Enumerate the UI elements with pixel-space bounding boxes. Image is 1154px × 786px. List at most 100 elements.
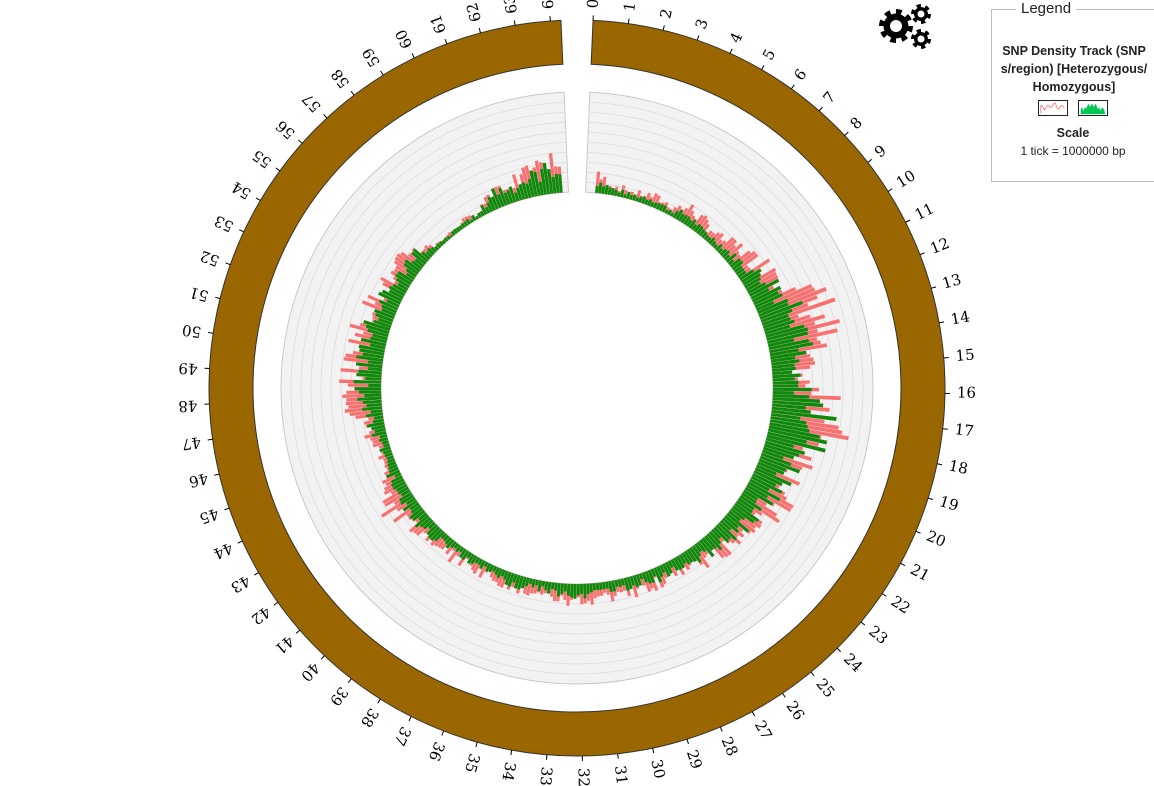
homozygous-bar[interactable]: [367, 328, 389, 338]
homozygous-bar[interactable]: [460, 222, 466, 229]
homozygous-bar[interactable]: [502, 570, 509, 580]
homozygous-bar[interactable]: [747, 481, 781, 502]
homozygous-bars[interactable]: [353, 162, 837, 599]
homozygous-bar[interactable]: [386, 458, 395, 464]
homozygous-bar[interactable]: [746, 281, 761, 292]
homozygous-bar[interactable]: [689, 547, 702, 563]
homozygous-bar[interactable]: [750, 288, 770, 300]
homozygous-bar[interactable]: [496, 568, 503, 579]
homozygous-bar[interactable]: [681, 552, 691, 565]
homozygous-bar[interactable]: [566, 583, 571, 596]
homozygous-bar[interactable]: [402, 499, 418, 512]
homozygous-bar[interactable]: [381, 440, 389, 445]
homozygous-bar[interactable]: [369, 343, 386, 350]
homozygous-bar[interactable]: [772, 387, 812, 392]
homozygous-bar[interactable]: [659, 564, 666, 574]
homozygous-bar[interactable]: [484, 206, 491, 214]
homozygous-bar[interactable]: [650, 201, 655, 208]
homozygous-bar[interactable]: [772, 373, 801, 379]
homozygous-bar[interactable]: [453, 542, 460, 549]
homozygous-bar[interactable]: [381, 304, 397, 314]
homozygous-bar[interactable]: [479, 560, 486, 570]
homozygous-bar[interactable]: [353, 379, 382, 384]
homozygous-bar[interactable]: [556, 583, 561, 597]
chromosome-ideogram[interactable]: [208, 19, 946, 757]
homozygous-bar[interactable]: [635, 574, 642, 586]
homozygous-bar[interactable]: [669, 212, 675, 217]
homozygous-bar[interactable]: [455, 226, 461, 232]
homozygous-bar[interactable]: [371, 430, 387, 438]
homozygous-bar[interactable]: [390, 475, 403, 484]
homozygous-bar[interactable]: [450, 540, 457, 549]
homozygous-bar[interactable]: [757, 461, 785, 475]
homozygous-bar[interactable]: [362, 352, 384, 359]
homozygous-bar[interactable]: [693, 223, 702, 233]
homozygous-bar[interactable]: [604, 184, 609, 195]
homozygous-bar[interactable]: [441, 239, 447, 245]
homozygous-bar[interactable]: [486, 202, 494, 213]
homozygous-bar[interactable]: [405, 272, 416, 280]
homozygous-bar[interactable]: [563, 583, 568, 592]
homozygous-bar[interactable]: [667, 209, 673, 216]
homozygous-bar[interactable]: [406, 497, 416, 506]
homozygous-bar[interactable]: [756, 300, 775, 311]
homozygous-bar[interactable]: [381, 289, 403, 302]
homozygous-bar[interactable]: [728, 259, 735, 266]
homozygous-bar[interactable]: [747, 281, 767, 295]
homozygous-bar[interactable]: [529, 170, 538, 197]
homozygous-bar[interactable]: [479, 210, 485, 217]
homozygous-bar[interactable]: [513, 574, 521, 589]
homozygous-bar[interactable]: [755, 467, 792, 487]
homozygous-bar[interactable]: [715, 524, 732, 540]
homozygous-bar[interactable]: [704, 535, 717, 550]
homozygous-bar[interactable]: [744, 276, 762, 289]
homozygous-bar[interactable]: [378, 291, 401, 305]
homozygous-bar[interactable]: [390, 478, 405, 488]
homozygous-bar[interactable]: [403, 262, 419, 275]
homozygous-bar[interactable]: [560, 583, 564, 594]
homozygous-bar[interactable]: [458, 225, 464, 231]
homozygous-bar[interactable]: [719, 248, 728, 256]
homozygous-bar[interactable]: [675, 209, 684, 220]
homozygous-bar[interactable]: [381, 308, 396, 317]
homozygous-bar[interactable]: [506, 189, 514, 204]
homozygous-bar[interactable]: [688, 219, 697, 229]
homozygous-bar[interactable]: [753, 291, 779, 306]
homozygous-bar[interactable]: [767, 331, 809, 344]
homozygous-bar[interactable]: [650, 568, 657, 577]
homozygous-bar[interactable]: [507, 572, 515, 587]
homozygous-bar[interactable]: [765, 437, 794, 448]
homozygous-bar[interactable]: [744, 486, 774, 506]
homozygous-bar[interactable]: [369, 336, 387, 344]
homozygous-bar[interactable]: [516, 187, 523, 201]
homozygous-bar[interactable]: [708, 237, 716, 245]
homozygous-bar[interactable]: [458, 546, 465, 553]
homozygous-bar[interactable]: [658, 203, 665, 212]
homozygous-bar[interactable]: [524, 577, 530, 587]
homozygous-bar[interactable]: [384, 452, 393, 458]
homozygous-bar[interactable]: [730, 507, 746, 521]
homozygous-bar[interactable]: [767, 431, 807, 444]
homozygous-bar[interactable]: [551, 176, 557, 194]
homozygous-bar[interactable]: [368, 367, 382, 372]
homozygous-bar[interactable]: [746, 484, 769, 499]
homozygous-bar[interactable]: [392, 480, 406, 490]
homozygous-bar[interactable]: [691, 545, 702, 557]
homozygous-bar[interactable]: [576, 583, 580, 596]
homozygous-bar[interactable]: [357, 396, 382, 401]
homozygous-bar[interactable]: [770, 419, 808, 429]
homozygous-bar[interactable]: [771, 412, 801, 420]
homozygous-bar[interactable]: [715, 243, 723, 252]
homozygous-bar[interactable]: [768, 338, 810, 351]
homozygous-bar[interactable]: [373, 415, 384, 420]
homozygous-bar[interactable]: [386, 299, 400, 308]
homozygous-bar[interactable]: [644, 199, 649, 205]
homozygous-bar[interactable]: [771, 409, 837, 421]
homozygous-bar[interactable]: [422, 519, 434, 530]
homozygous-bar[interactable]: [370, 409, 383, 414]
homozygous-bar[interactable]: [512, 573, 518, 583]
homozygous-bar[interactable]: [368, 360, 383, 365]
homozygous-bar[interactable]: [395, 483, 408, 492]
homozygous-bar[interactable]: [768, 338, 795, 347]
homozygous-bar[interactable]: [595, 582, 600, 591]
